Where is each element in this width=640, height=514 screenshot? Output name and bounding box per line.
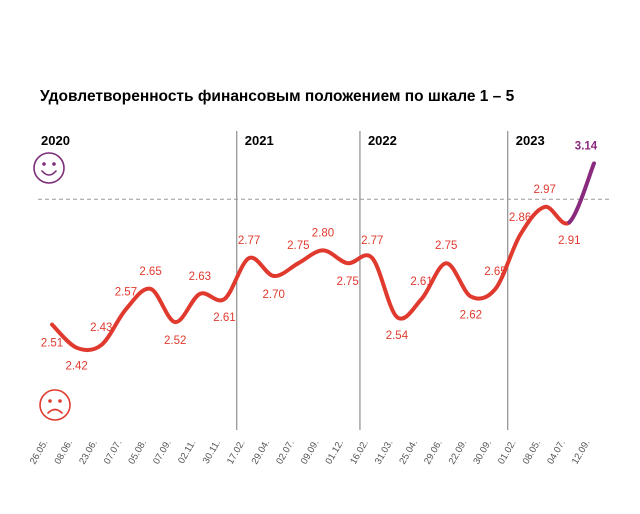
data-label: 2.42: [65, 361, 87, 373]
data-label: 2.80: [312, 227, 334, 239]
data-label: 2.63: [189, 271, 211, 283]
data-label: 2.61: [410, 276, 432, 288]
x-tick-label: 01.12.: [323, 438, 346, 466]
data-label: 2.75: [435, 240, 457, 252]
year-labels: 2020 2021 2022 2023: [41, 133, 545, 148]
data-label: 2.75: [336, 276, 358, 288]
x-tick-label: 16.02.: [348, 438, 371, 466]
year-dividers: [236, 131, 509, 430]
chart-title: Удовлетворенность финансовым положением …: [40, 88, 515, 105]
data-label: 2.43: [90, 322, 112, 334]
year-label: 2020: [41, 133, 70, 148]
x-tick-label: 30.11.: [201, 438, 223, 466]
happy-face-icon: [33, 152, 65, 184]
data-label: 2.57: [115, 286, 137, 298]
year-label: 2022: [368, 133, 397, 148]
series-line-path: [50, 204, 572, 353]
data-label: 3.14: [575, 140, 598, 152]
year-label: 2021: [245, 133, 274, 148]
x-tick-label: 31.03.: [373, 438, 396, 466]
x-tick-label: 08.06.: [52, 438, 75, 466]
data-label: 2.51: [41, 338, 63, 350]
x-tick-label: 23.06.: [77, 438, 100, 466]
series-line-latest-segment: [567, 161, 596, 225]
x-tick-label: 09.09.: [299, 438, 322, 466]
data-label: 2.77: [361, 235, 383, 247]
sad-face-icon: [39, 389, 71, 421]
data-label: 2.52: [164, 335, 186, 347]
data-label: 2.65: [139, 266, 161, 278]
x-tick-label: 17.02.: [225, 438, 248, 466]
x-tick-label: 04.07.: [545, 438, 568, 466]
x-tick-label: 25.04.: [397, 438, 420, 466]
x-tick-label: 07.07.: [102, 438, 125, 466]
data-label: 2.97: [534, 184, 556, 196]
x-tick-label: 26.05.: [28, 438, 51, 466]
data-label: 2.61: [213, 312, 235, 324]
data-label: 2.91: [558, 235, 580, 247]
data-label: 2.86: [509, 212, 531, 224]
x-tick-label: 08.05.: [521, 438, 544, 466]
data-label: 2.62: [460, 309, 482, 321]
data-label: 2.77: [238, 235, 260, 247]
x-tick-label: 02.11.: [176, 438, 198, 466]
x-tick-label: 07.09.: [151, 438, 174, 466]
data-label: 2.65: [484, 266, 506, 278]
year-label: 2023: [516, 133, 545, 148]
x-axis-ticks: 26.05. 08.06. 23.06. 07.07. 05.08. 07.09. 02.1…: [28, 438, 593, 466]
series-line: [50, 161, 596, 353]
x-tick-label: 29.06.: [422, 438, 445, 466]
x-tick-label: 05.08.: [126, 438, 149, 466]
x-tick-label: 12.09.: [570, 438, 593, 466]
x-tick-label: 02.07.: [274, 438, 297, 466]
x-tick-label: 22.09.: [447, 438, 470, 466]
data-labels: 2.512.422.432.572.652.522.632.612.772.70…: [41, 140, 598, 372]
data-label: 2.54: [386, 330, 409, 342]
x-tick-label: 30.09.: [471, 438, 494, 466]
data-label: 2.75: [287, 240, 309, 252]
x-tick-label: 01.02.: [496, 438, 519, 466]
data-label: 2.70: [263, 289, 285, 301]
x-tick-label: 29.04.: [250, 438, 273, 466]
